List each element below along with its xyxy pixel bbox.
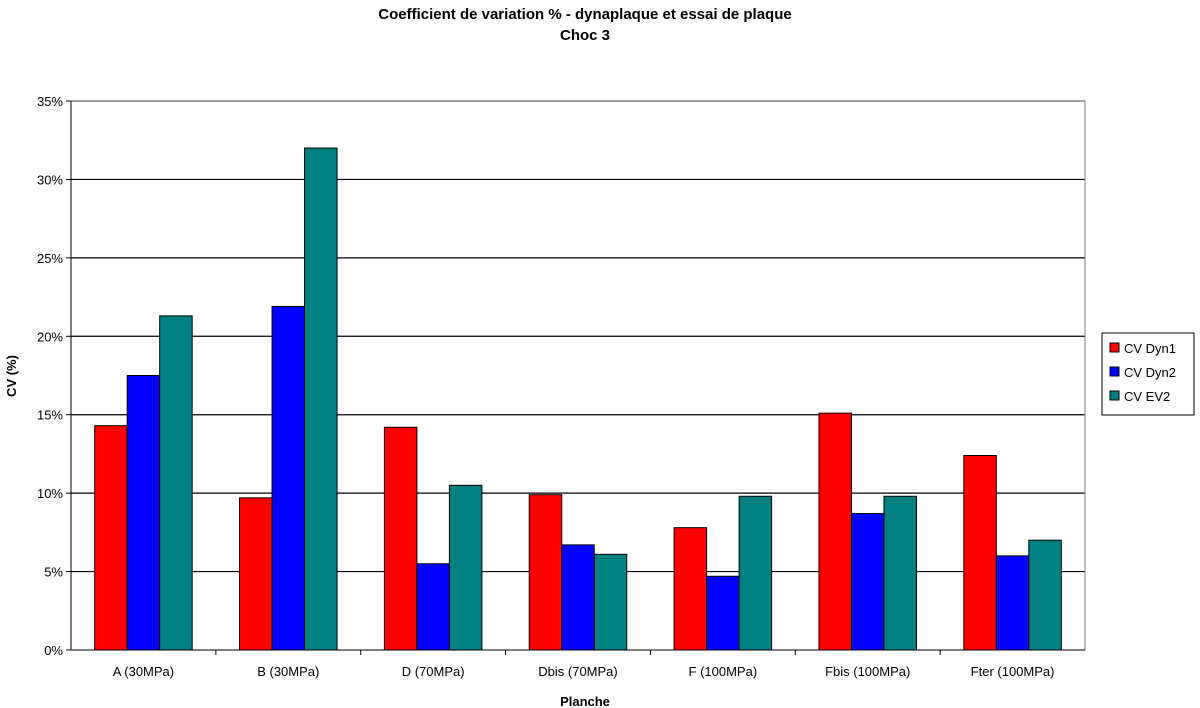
x-tick-label: D (70MPa) [402,664,465,679]
bar-cv-dyn1 [94,425,128,651]
y-axis-title: CV (%) [4,355,19,397]
bar-cv-dyn1 [963,454,997,651]
y-tick-label: 10% [37,486,63,501]
bar-cv-dyn2 [561,544,595,651]
bar-cv-dyn2 [706,575,740,651]
bar-cv-ev2 [1028,539,1062,651]
bar-cv-ev2 [304,147,338,651]
x-axis-title: Planche [560,694,610,708]
bar-cv-dyn1 [673,527,708,651]
bar-cv-dyn1 [239,497,273,651]
y-tick-label: 0% [44,643,63,658]
y-tick-label: 30% [37,172,63,187]
legend-label: CV Dyn1 [1124,341,1176,356]
legend-label: CV EV2 [1124,389,1170,404]
chart-subtitle: Choc 3 [560,27,610,44]
bar-cv-ev2 [593,553,628,651]
bar-cv-dyn1 [818,412,852,651]
x-tick-label: F (100MPa) [689,664,758,679]
y-tick-label: 15% [37,408,63,423]
x-tick-label: B (30MPa) [257,664,319,679]
x-tick-label: Dbis (70MPa) [538,664,617,679]
bar-cv-dyn2 [416,563,450,651]
legend-label: CV Dyn2 [1124,365,1176,380]
legend-swatch [1109,342,1120,353]
x-tick-label: Fbis (100MPa) [825,664,910,679]
y-tick-label: 20% [37,329,63,344]
bar-cv-ev2 [448,484,483,651]
bar-cv-dyn2 [271,305,306,651]
bar-cv-ev2 [159,315,193,651]
y-tick-label: 5% [44,565,63,580]
x-tick-label: A (30MPa) [113,664,174,679]
bar-cv-ev2 [738,495,773,651]
chart-title: Coefficient de variation % - dynaplaque … [378,6,791,23]
y-tick-label: 35% [37,94,63,109]
bar-cv-dyn1 [528,494,563,651]
legend-swatch [1109,390,1120,401]
bar-cv-dyn2 [995,555,1030,651]
bar-cv-dyn2 [850,513,885,651]
bar-cv-dyn2 [126,375,161,651]
legend-swatch [1109,366,1120,377]
y-tick-label: 25% [37,251,63,266]
bar-cv-dyn1 [383,426,418,651]
bar-cv-ev2 [883,495,917,651]
x-tick-label: Fter (100MPa) [971,664,1055,679]
